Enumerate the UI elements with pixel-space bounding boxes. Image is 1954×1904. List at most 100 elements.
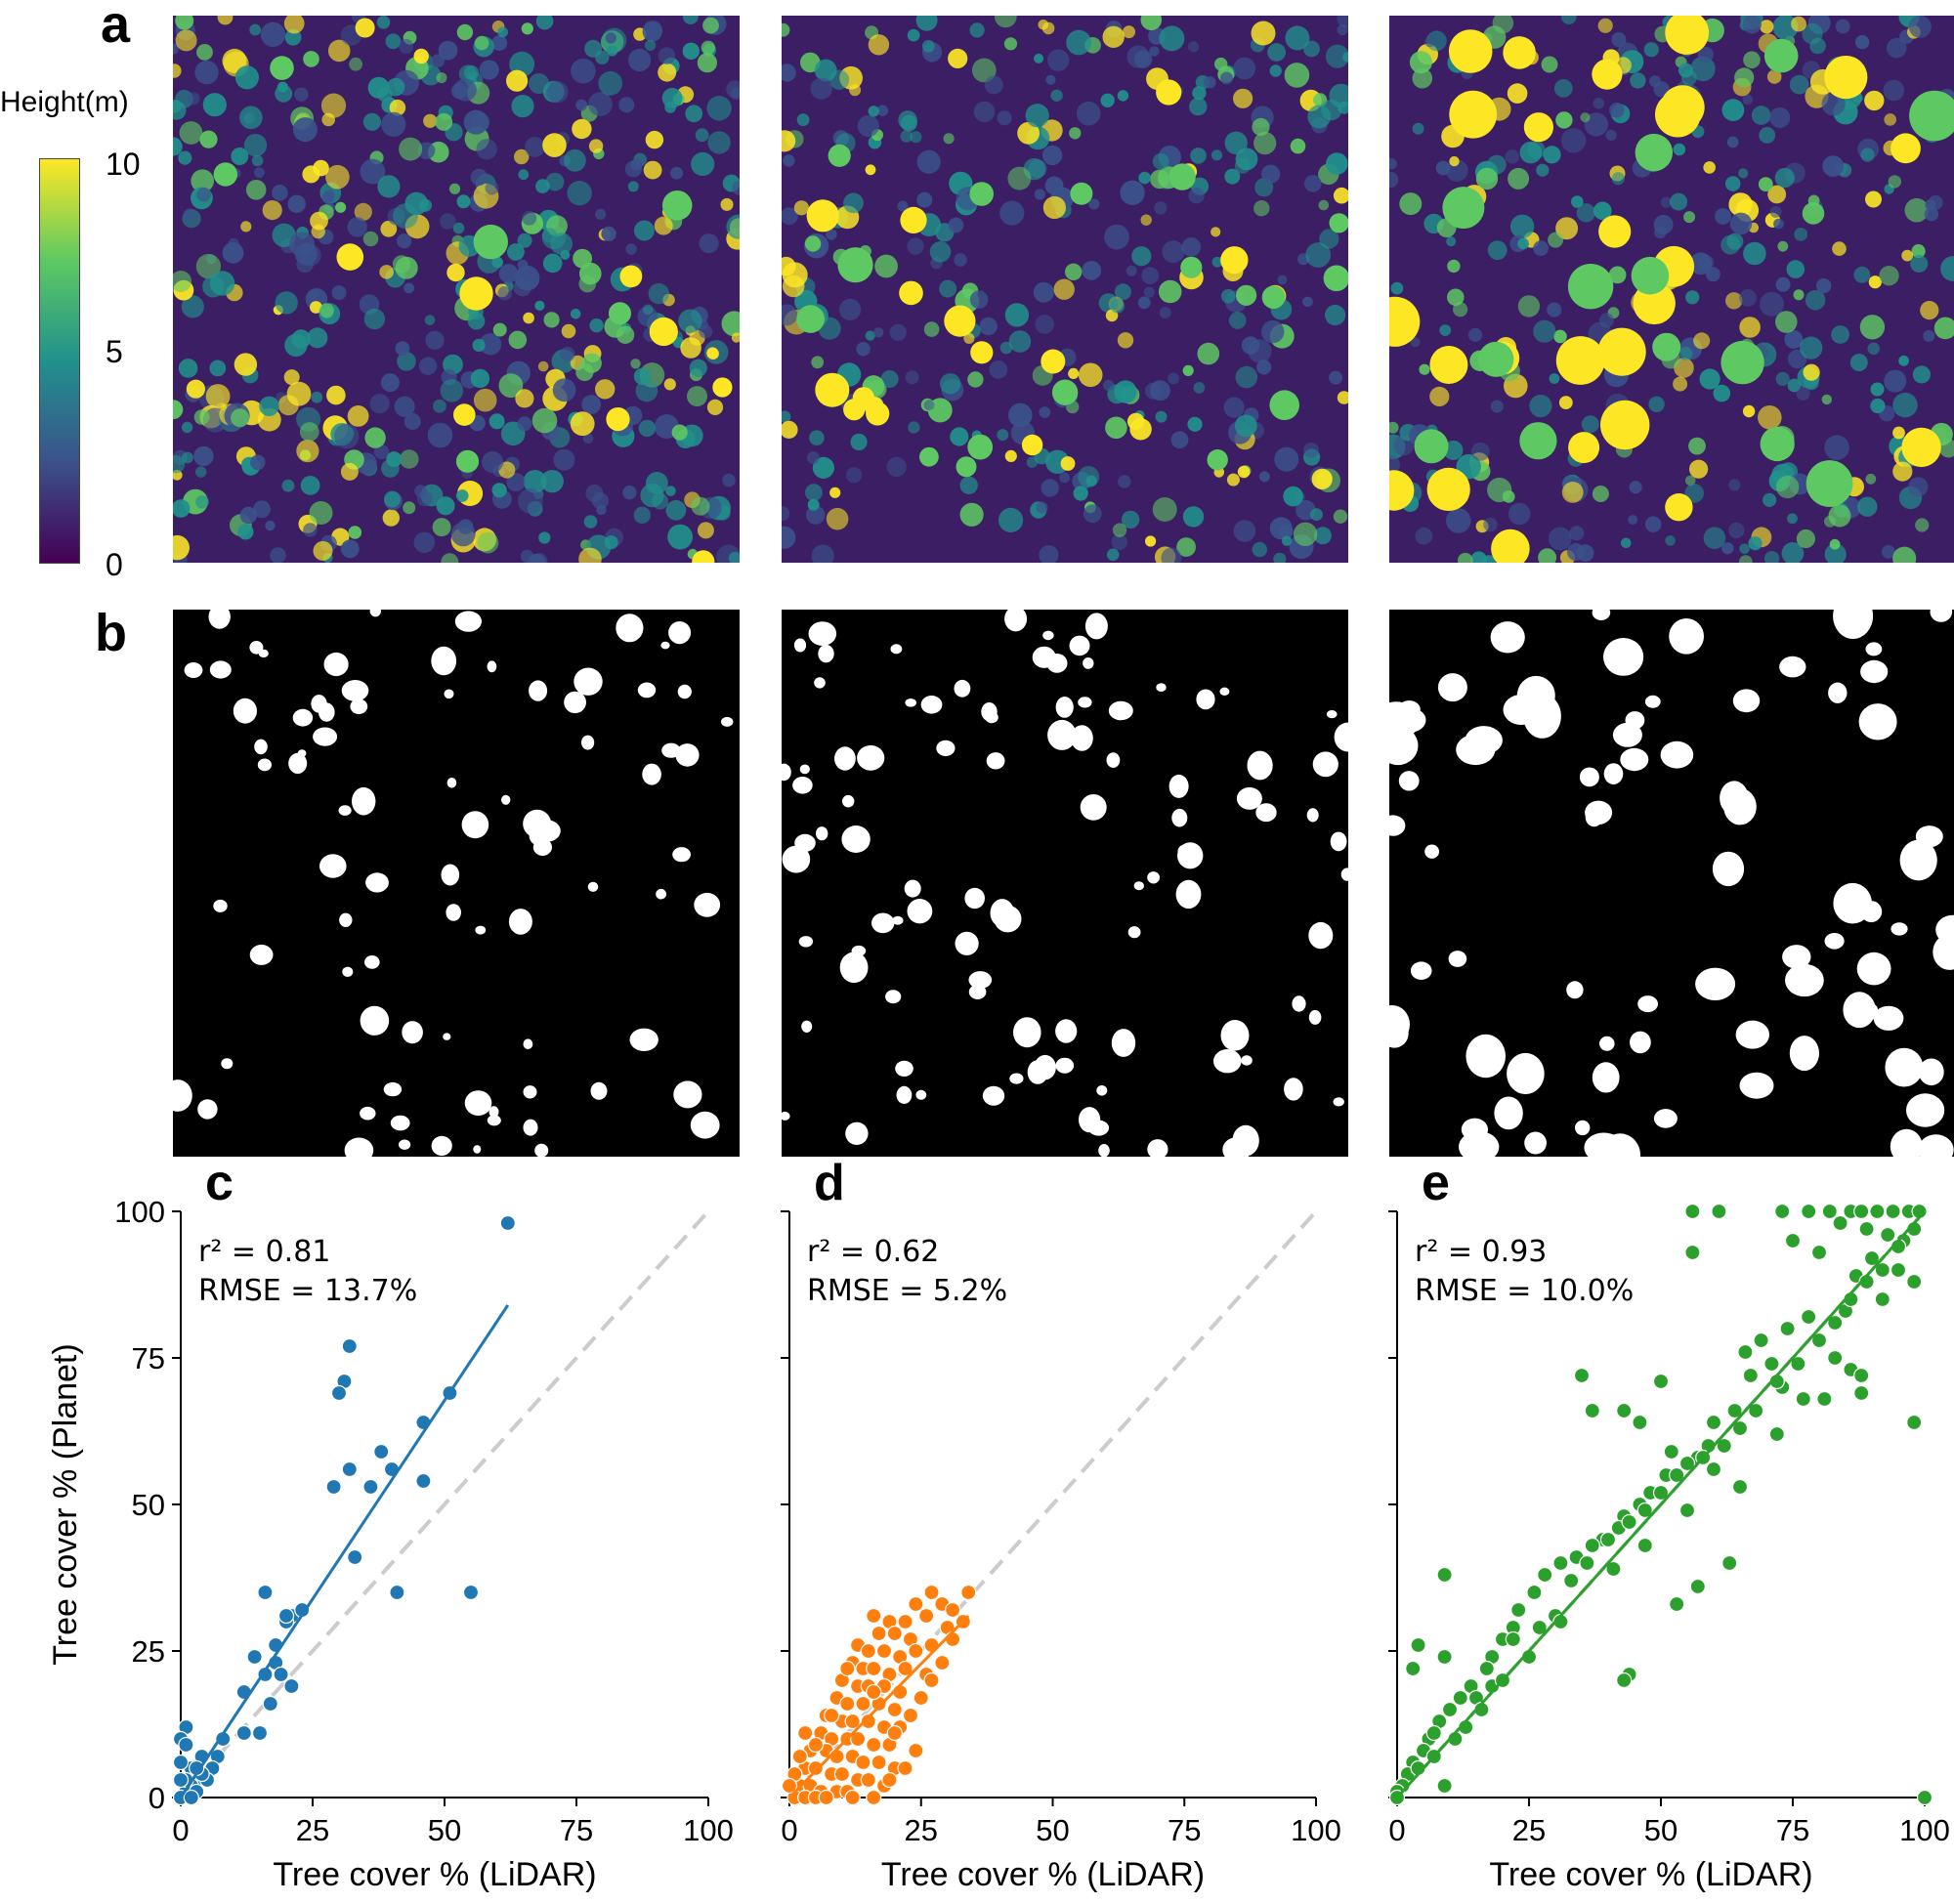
tree-mask-blob xyxy=(668,621,692,645)
tree-mask-blob xyxy=(1653,1109,1678,1128)
tree-crown xyxy=(1892,546,1917,563)
tree-mask-blob xyxy=(673,1080,702,1109)
tree-crown xyxy=(491,35,508,51)
tree-crown xyxy=(488,413,505,430)
tree-crown xyxy=(1892,461,1913,482)
data-point xyxy=(824,1707,840,1724)
tree-mask-blob xyxy=(1585,807,1603,827)
tree-crown xyxy=(552,378,576,402)
tree-crown xyxy=(394,396,415,417)
tall-tree-crown xyxy=(1665,16,1710,55)
tree-crown xyxy=(1105,416,1127,440)
tree-crown xyxy=(517,487,543,514)
tree-crown xyxy=(929,241,952,263)
tree-mask-blob xyxy=(1340,867,1348,881)
tree-crown xyxy=(865,330,875,341)
tree-crown xyxy=(845,467,863,484)
tree-crown xyxy=(1149,380,1170,402)
tree-crown xyxy=(467,312,486,330)
tree-mask-blob xyxy=(1599,1036,1615,1051)
data-point xyxy=(1584,1537,1600,1554)
tree-crown xyxy=(1004,303,1030,327)
data-point xyxy=(960,1584,977,1601)
tree-crown xyxy=(1758,405,1782,430)
tree-crown xyxy=(564,148,586,172)
tree-mask-blob xyxy=(968,971,993,990)
tree-crown xyxy=(633,220,655,241)
tall-tree-crown xyxy=(712,377,733,398)
tree-crown xyxy=(1435,160,1451,176)
tree-mask-blob xyxy=(629,1028,658,1051)
tree-crown xyxy=(630,359,641,369)
tree-crown xyxy=(1593,201,1612,221)
tree-crown xyxy=(1689,459,1709,479)
tree-crown xyxy=(379,265,394,279)
y-tick-label: 75 xyxy=(132,1341,165,1375)
data-point xyxy=(1689,1578,1706,1595)
tree-crown xyxy=(579,262,602,285)
tall-tree-crown xyxy=(455,449,480,473)
tree-crown xyxy=(395,341,410,356)
tree-mask-blob xyxy=(399,1139,411,1150)
tree-crown xyxy=(1766,69,1782,84)
tree-mask-blob xyxy=(1034,1054,1056,1080)
tree-crown xyxy=(1304,175,1322,192)
tree-crown xyxy=(1560,128,1587,153)
tree-crown xyxy=(618,97,635,113)
tree-mask-blob xyxy=(1047,719,1077,750)
tree-mask-blob xyxy=(444,689,454,699)
tree-crown xyxy=(393,203,418,230)
tree-crown xyxy=(1445,508,1471,533)
tree-crown xyxy=(209,271,235,296)
tree-crown xyxy=(385,33,402,50)
tree-crown xyxy=(697,522,714,539)
tree-mask-blob xyxy=(1669,618,1704,655)
tall-tree-crown xyxy=(1901,427,1941,468)
tree-mask-blob xyxy=(339,912,353,927)
tree-mask-blob xyxy=(173,1079,192,1112)
tree-mask-blob xyxy=(842,794,855,808)
tall-tree-crown xyxy=(1389,296,1421,347)
x-axis-label: Tree cover % (LiDAR) xyxy=(1489,1856,1812,1893)
tree-crown xyxy=(507,243,525,261)
tree-crown xyxy=(456,23,474,41)
tree-crown xyxy=(1047,49,1070,71)
tree-crown xyxy=(1560,16,1577,24)
tree-crown xyxy=(1141,267,1160,284)
tree-crown xyxy=(880,369,899,389)
tree-crown xyxy=(1822,155,1845,178)
tree-crown xyxy=(648,282,669,305)
tree-crown xyxy=(682,42,700,60)
tree-mask-blob xyxy=(233,698,257,724)
tree-crown xyxy=(1720,234,1741,255)
tree-crown xyxy=(1233,520,1256,542)
tree-mask-blob xyxy=(1196,689,1215,710)
tree-crown xyxy=(601,226,616,241)
tree-crown xyxy=(1039,406,1051,418)
tree-crown xyxy=(1447,288,1465,307)
tree-crown xyxy=(479,333,502,356)
tree-crown xyxy=(663,378,676,391)
tree-crown xyxy=(1261,164,1281,184)
tree-mask-blob xyxy=(1177,842,1204,869)
tree-mask-blob xyxy=(1507,1052,1545,1095)
tree-crown xyxy=(581,395,602,414)
tree-crown xyxy=(1284,63,1310,88)
tree-mask-blob xyxy=(1828,682,1848,703)
tall-tree-crown xyxy=(815,372,850,407)
tree-crown xyxy=(1120,180,1145,205)
data-point xyxy=(1874,1290,1890,1308)
tree-crown xyxy=(1802,202,1825,225)
tree-crown xyxy=(843,192,864,214)
tree-crown xyxy=(470,168,488,187)
tall-tree-crown xyxy=(661,190,693,221)
tree-mask-blob xyxy=(1284,1078,1303,1101)
tree-mask-blob xyxy=(1723,788,1757,825)
tree-crown xyxy=(907,237,924,255)
tree-crown xyxy=(463,109,488,135)
data-point xyxy=(1452,1689,1468,1707)
tree-crown xyxy=(347,405,369,427)
tree-crown xyxy=(1241,336,1260,355)
data-point xyxy=(860,1771,876,1789)
tree-crown xyxy=(897,200,909,212)
